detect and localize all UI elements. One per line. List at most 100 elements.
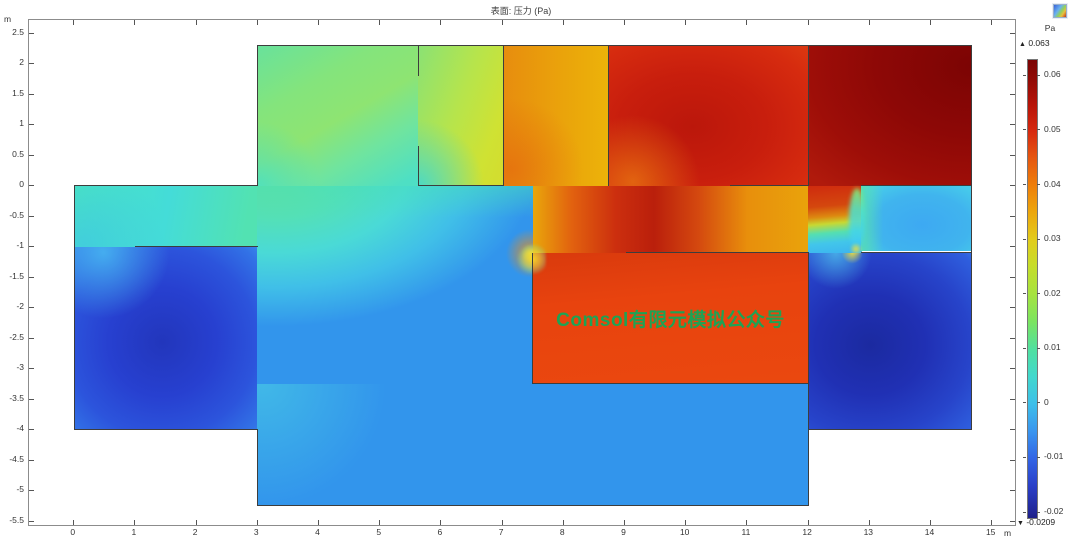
colorbar-tick-mark [1023,293,1026,295]
x-tick-label: 15 [985,527,996,537]
x-tick-mark [991,520,993,525]
x-tick-mark [868,520,870,525]
colorbar-tick-mark [1037,184,1040,186]
region-left-lower-room [74,247,258,430]
y-tick-mark [1010,307,1015,308]
x-tick-mark [746,520,748,525]
x-tick-mark [379,520,381,525]
colorbar-tick-mark [1037,129,1040,131]
region-right-corridor [533,186,808,253]
surface-plot-icon[interactable] [1053,4,1067,18]
y-tick-label: 1 [19,118,24,128]
region-top-room-darkred [808,45,972,186]
colorbar-tick-mark [1023,511,1026,513]
wall [808,429,972,430]
x-tick-label: 0 [70,527,76,537]
wall [861,252,972,253]
x-tick-mark [195,20,197,25]
x-tick-label: 8 [559,527,565,537]
x-tick-mark [440,20,442,25]
y-tick-mark [1010,276,1015,278]
y-tick-mark [1010,246,1015,247]
x-tick-label: 5 [376,527,382,537]
colorbar-max-label: ▲ 0.063 [1019,38,1050,48]
y-tick-label: 2.5 [12,26,24,37]
y-tick-mark [29,307,34,308]
x-tick-mark [501,520,503,525]
colorbar-tick-label: 0 [1044,396,1049,407]
wall [971,45,972,430]
x-tick-label: 12 [802,527,812,537]
wall [626,252,809,253]
colorbar-tick-mark [1037,238,1040,240]
region-top-room-red [609,45,808,186]
colorbar-tick-mark [1023,347,1026,349]
region-watermark-room: Comsol有限元模拟公众号 [533,253,808,384]
y-tick-mark [29,246,34,247]
triangle-down-icon: ▼ [1017,520,1024,527]
y-axis-unit-label: m [4,14,12,24]
region-right-small-room [861,186,972,251]
wall [503,45,504,186]
x-tick-mark [318,20,319,25]
colorbar-tick-label: -0.01 [1044,451,1064,462]
wall [861,185,972,186]
colorbar-min-value: -0.0209 [1026,517,1056,527]
x-tick-label: 11 [741,527,751,537]
x-tick-mark [624,520,625,525]
wall [74,429,258,430]
region-top-room-yellow [418,45,504,186]
y-tick-mark [29,490,34,491]
y-tick-mark [29,185,34,186]
x-tick-mark [73,520,75,525]
x-tick-label: 9 [621,527,626,537]
colorbar-tick-label: 0.04 [1044,178,1061,189]
y-tick-mark [1010,215,1015,217]
y-tick-mark [1010,154,1015,156]
y-tick-label: -1.5 [9,270,24,281]
wall [74,185,258,186]
wall [608,45,609,186]
y-tick-mark [29,124,34,125]
y-tick-label: -2.5 [9,331,24,342]
y-tick-mark [29,368,34,369]
x-tick-label: 3 [253,527,259,537]
colorbar-tick-mark [1023,129,1026,131]
y-tick-label: -4 [16,423,24,433]
colorbar-tick-mark [1023,238,1026,240]
x-tick-mark [991,20,993,25]
x-tick-mark [195,520,197,525]
y-tick-mark [29,215,34,217]
colorbar-tick-label: 0.05 [1044,123,1061,134]
x-tick-mark [134,520,136,525]
y-tick-mark [1010,185,1015,186]
x-tick-mark [501,20,503,25]
wall [808,45,809,186]
x-tick-label: 13 [863,527,874,537]
y-tick-mark [1010,398,1015,400]
region-bottom-room [257,384,808,506]
y-tick-mark [1010,93,1015,95]
y-tick-label: -1 [16,240,24,250]
colorbar-tick-mark [1023,402,1026,404]
colorbar-tick-mark [1037,456,1040,458]
x-tick-mark [379,20,381,25]
y-tick-label: -2 [16,301,24,311]
y-tick-mark [1010,32,1015,34]
region-top-room-orange [504,45,609,186]
y-tick-mark [29,520,34,522]
colorbar-min-label: ▼ -0.0209 [1017,517,1055,527]
x-tick-mark [746,20,748,25]
x-tick-mark [73,20,75,25]
colorbar-max-value: 0.063 [1028,38,1050,48]
y-tick-label: 0 [19,179,24,189]
wall [257,45,258,186]
wall [257,45,972,46]
plot-area[interactable]: Comsol有限元模拟公众号 [28,19,1016,526]
y-tick-label: -3.5 [9,392,24,403]
colorbar-tick-mark [1037,511,1040,513]
x-tick-label: 10 [679,527,690,537]
plot-title: 表面: 压力 (Pa) [490,6,552,16]
x-tick-mark [807,520,809,525]
